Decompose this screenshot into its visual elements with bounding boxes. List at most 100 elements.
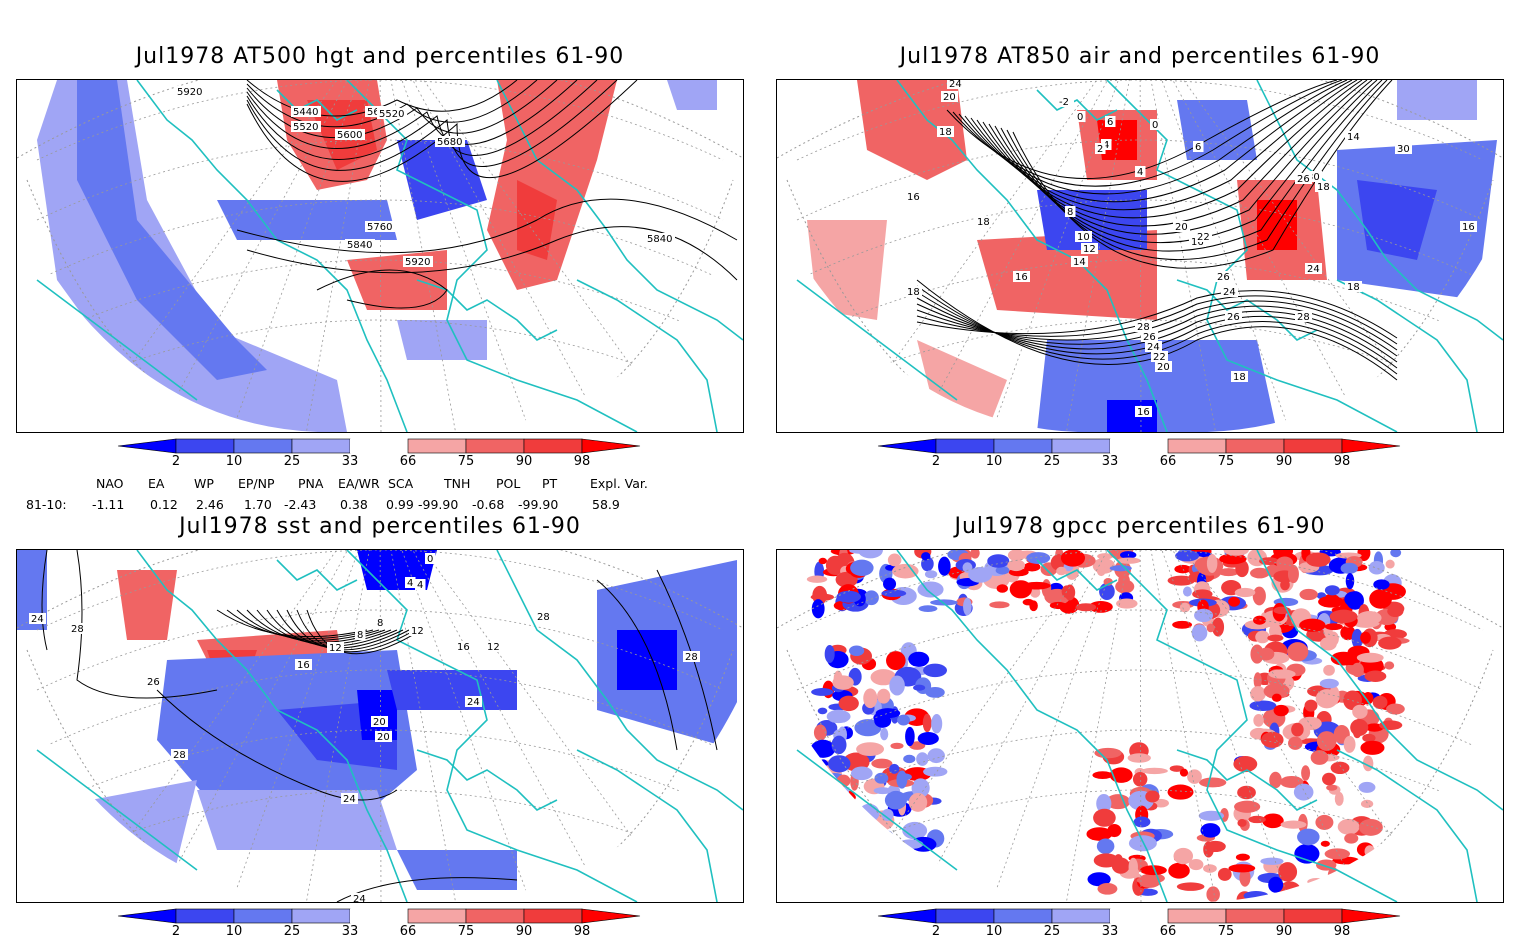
index-name-ea: EA [148, 476, 165, 491]
svg-text:28: 28 [173, 750, 186, 761]
colorbar-segment [1167, 908, 1227, 924]
precip-cell [1203, 864, 1217, 873]
contour-label: 0 [1150, 119, 1161, 131]
map-panel-sst: 24 28 26 28 24 20 16 12 8 4 0 12 8 4 16 12 20 24 28 28 24 [16, 549, 744, 903]
shade-above-90 [857, 80, 967, 180]
colorbar-segment [407, 438, 467, 454]
colorbar-tick-label: 2 [172, 924, 180, 936]
graticule-meridian [991, 80, 1119, 432]
graticule-latitude [796, 319, 1484, 401]
contour-label: 28 [1135, 321, 1152, 333]
colorbar-tick-label: 90 [1276, 454, 1293, 466]
svg-text:8: 8 [377, 618, 383, 629]
colorbar-segment [523, 438, 583, 454]
coast-mediterranean [1176, 279, 1318, 341]
precip-cell [1287, 564, 1299, 584]
svg-text:12: 12 [487, 642, 500, 653]
precip-cell [917, 581, 944, 598]
precip-cell [1344, 591, 1362, 607]
index-name-sca: SCA [388, 476, 414, 491]
shade-below-25 [397, 850, 517, 890]
precip-cell [877, 688, 891, 704]
svg-text:20: 20 [373, 717, 386, 728]
precip-cell [1250, 686, 1266, 702]
contour-air [916, 297, 1398, 363]
precip-cell [1086, 827, 1113, 841]
contour-label: 5920 [175, 86, 205, 98]
shade-above-90 [487, 80, 617, 290]
contour-label: 8 [1065, 206, 1076, 218]
precip-cell [917, 731, 939, 745]
shade-below-33 [1397, 80, 1477, 120]
precip-cell [1199, 777, 1227, 788]
coast-greenland [276, 89, 358, 121]
precip-cell [923, 766, 948, 777]
map-svg-4 [777, 550, 1503, 902]
precip-cell [1097, 553, 1113, 560]
svg-text:18: 18 [1317, 182, 1330, 193]
coast-indian [1336, 749, 1478, 902]
precip-cell [889, 763, 900, 774]
svg-text:16: 16 [1137, 407, 1150, 418]
precip-cell [1340, 562, 1358, 574]
contour-label: 28 [683, 651, 700, 663]
colorbar-segment [935, 438, 995, 454]
graticule-latitude [796, 550, 1484, 631]
precip-cell [1343, 735, 1356, 753]
svg-text:10: 10 [1077, 232, 1090, 243]
contour-label: 28 [171, 749, 188, 761]
shade-below-33 [197, 790, 397, 850]
precip-cell [1233, 756, 1258, 773]
graticule-latitude [36, 669, 724, 751]
shade-below-25 [1037, 340, 1277, 432]
precip-cell [1267, 634, 1284, 642]
precip-cell [880, 727, 889, 741]
contour-label: 5520 [377, 108, 407, 120]
contour-label: 24 [351, 893, 368, 902]
colorbar-tick-label: 90 [1276, 924, 1293, 936]
map-svg-1: 5920544055205600552056005680576058405920… [17, 80, 743, 432]
index-name-nao: NAO [96, 476, 124, 491]
colorbar-tick-label: 98 [574, 454, 591, 466]
contour-label: 26 [1225, 311, 1242, 323]
precip-cell [1191, 624, 1208, 642]
graticule-meridian [1139, 80, 1142, 432]
contour-hgt [316, 269, 448, 309]
contour-label: 18 [975, 216, 992, 228]
outside-globe-left [17, 690, 347, 902]
graticule-latitude [796, 729, 1484, 811]
svg-text:26: 26 [1217, 272, 1230, 283]
precip-cell [1330, 651, 1357, 666]
precip-cell [1198, 810, 1225, 821]
precip-cell [918, 605, 938, 613]
precip-cell [884, 790, 907, 810]
svg-text:0: 0 [1077, 112, 1083, 123]
contour-hgt [246, 226, 738, 281]
precip-cell [1323, 664, 1335, 676]
colorbar-tick-label: 33 [1102, 924, 1119, 936]
precip-cell [838, 695, 859, 712]
colorbar-segment [1225, 438, 1285, 454]
coast-indian [576, 749, 718, 902]
graticule-latitude [796, 139, 1484, 221]
svg-text:4: 4 [417, 580, 423, 591]
precip-cell [1261, 731, 1284, 748]
map-panel-hgt500: 5920544055205600552056005680576058405920… [16, 79, 744, 433]
precip-cell [1217, 867, 1232, 881]
contour-label: 4 [1135, 166, 1146, 178]
precip-cell [938, 556, 951, 576]
contour-sst [41, 550, 48, 651]
svg-text:18: 18 [977, 217, 990, 228]
precip-cell [921, 556, 934, 572]
precip-cell [1352, 704, 1368, 719]
contour-label: 16 [905, 191, 922, 203]
contour-label: 4 [415, 579, 426, 591]
colorbar-segment [1051, 438, 1111, 454]
precip-cell [1094, 747, 1122, 759]
graticule-arc [17, 550, 743, 629]
precip-cell [1088, 600, 1113, 613]
precip-cell [1212, 617, 1225, 637]
contour-label: 26 [1295, 173, 1312, 185]
precip-cell [1271, 693, 1282, 702]
